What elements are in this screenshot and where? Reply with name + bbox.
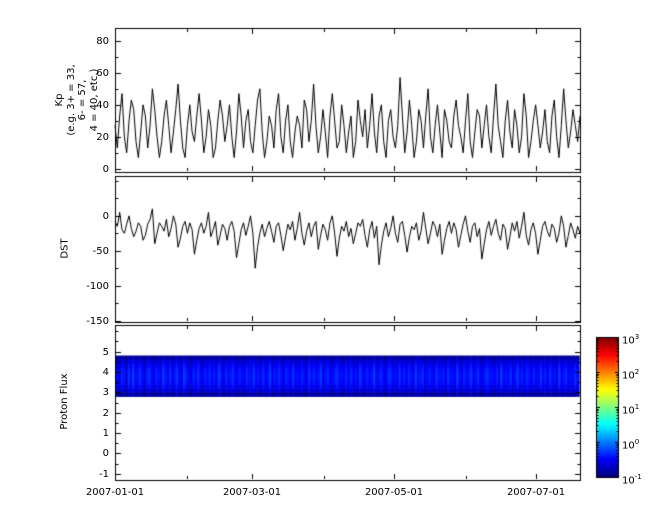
- y-tick-label: 1: [102, 428, 109, 439]
- colorbar-tick-label: 102: [622, 367, 640, 381]
- colorbar-tick-label: 10-1: [622, 472, 642, 486]
- y-tick-label: -1: [99, 469, 109, 480]
- y-tick-label: -100: [86, 281, 109, 292]
- y-tick-label: 2: [102, 408, 109, 419]
- x-tick-label: 2007-05-01: [364, 487, 424, 498]
- x-tick-label: 2007-03-01: [222, 487, 282, 498]
- y-tick-label: -50: [92, 246, 109, 257]
- y-tick-label: 0: [102, 448, 109, 459]
- y-tick-label: -150: [86, 316, 109, 327]
- y-tick-label: 4: [102, 367, 109, 378]
- x-tick-label: 2007-07-01: [506, 487, 566, 498]
- y-tick-label: 80: [96, 36, 109, 47]
- y-tick-label: 40: [96, 100, 109, 111]
- y-tick-label: 3: [102, 387, 109, 398]
- colorbar-tick-label: 103: [622, 332, 640, 346]
- y-tick-label: 0: [102, 164, 109, 175]
- y-tick-label: 0: [102, 211, 109, 222]
- y-tick-label: 20: [96, 132, 109, 143]
- x-tick-label: 2007-01-01: [85, 487, 145, 498]
- y-tick-label: 5: [102, 347, 109, 358]
- y-tick-label: 60: [96, 68, 109, 79]
- colorbar-tick-label: 101: [622, 402, 640, 416]
- colorbar-tick-label: 100: [622, 437, 640, 451]
